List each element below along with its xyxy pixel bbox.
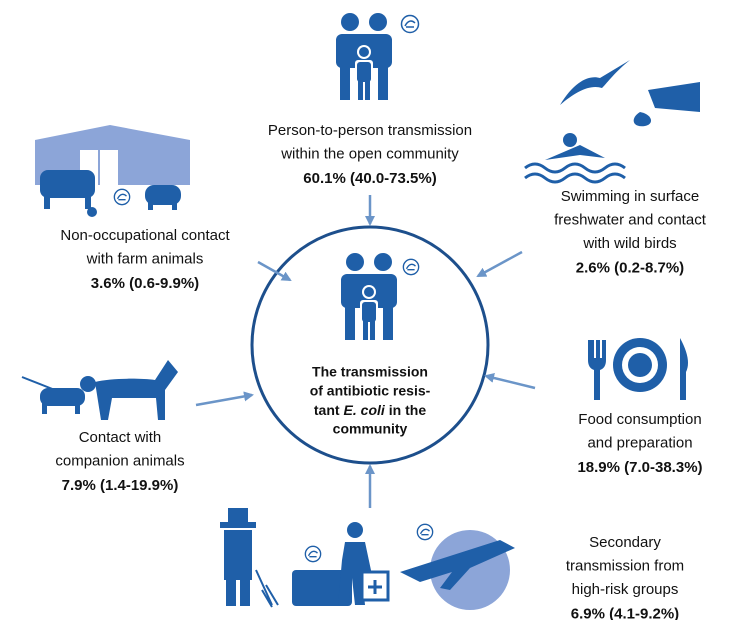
center-text: community [333,421,408,437]
node-label: Contact with [79,429,162,446]
arrow [484,373,536,390]
node-label: with farm animals [86,250,204,267]
node-label: freshwater and contact [554,211,707,228]
arrow [195,391,254,407]
food-icon [588,338,688,400]
farm-icon [35,125,190,217]
arrow [257,260,292,282]
center-text: tant [314,402,340,418]
center-text: The transmission [312,364,428,380]
arrow [476,250,523,278]
node-label: within the open community [280,145,459,162]
logo [400,14,420,34]
node-estimate: 2.6% (0.2-8.7%) [576,259,684,276]
logo [402,258,420,276]
swimming-icon [524,60,700,184]
logo [304,545,322,563]
node-estimate: 18.9% (7.0-38.3%) [577,459,702,476]
node-label: with wild birds [582,235,676,252]
node-label: high-risk groups [572,581,679,598]
high-risk-icon [220,508,515,610]
center-text: of antibiotic resis- [310,383,431,399]
logo [416,523,434,541]
node-label: and preparation [587,434,692,451]
center-text: in the [389,402,427,418]
node-label: Person-to-person transmission [268,122,472,139]
center-text-italic: E. coli [344,402,386,418]
node-label: companion animals [55,452,184,469]
node-label: Non-occupational contact [60,227,230,244]
node-label: transmission from [566,557,684,574]
center-text: tant E. coli in the [314,402,426,418]
node-label: Secondary [589,534,661,551]
family-icon [336,13,392,100]
labels: Person-to-person transmission within the … [55,122,706,620]
node-estimate: 7.9% (1.4-19.9%) [62,477,179,494]
node-estimate: 60.1% (40.0-73.5%) [303,170,436,187]
node-estimate: 6.9% (4.1-9.2%) [571,605,679,620]
logo [113,188,131,206]
node-label: Swimming in surface [561,188,699,205]
companion-icon [21,360,178,420]
node-estimate: 3.6% (0.6-9.9%) [91,275,199,292]
node-label: Food consumption [578,411,701,428]
center-circle [250,225,490,465]
